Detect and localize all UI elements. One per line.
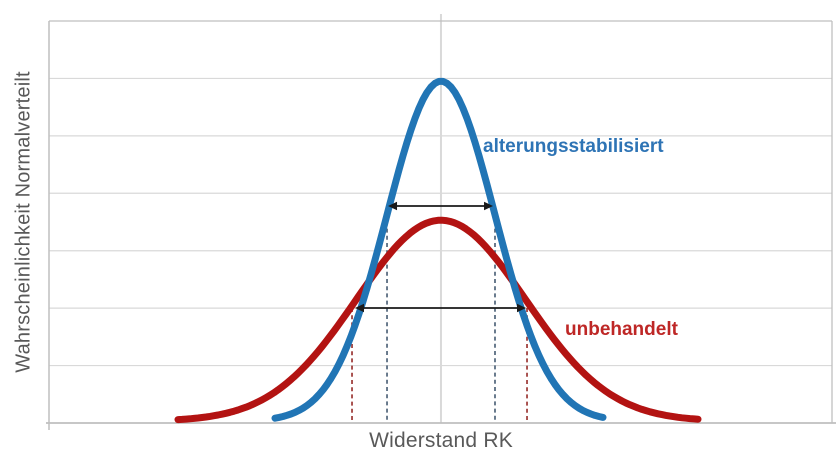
series-label-unbehandelt: unbehandelt [565, 319, 678, 340]
y-axis-label: Wahrscheinlichkeit Normalverteilt [12, 71, 35, 373]
x-axis-label: Widerstand RK [369, 429, 513, 452]
series-label-alterungsstabilisiert: alterungsstabilisiert [483, 136, 664, 157]
